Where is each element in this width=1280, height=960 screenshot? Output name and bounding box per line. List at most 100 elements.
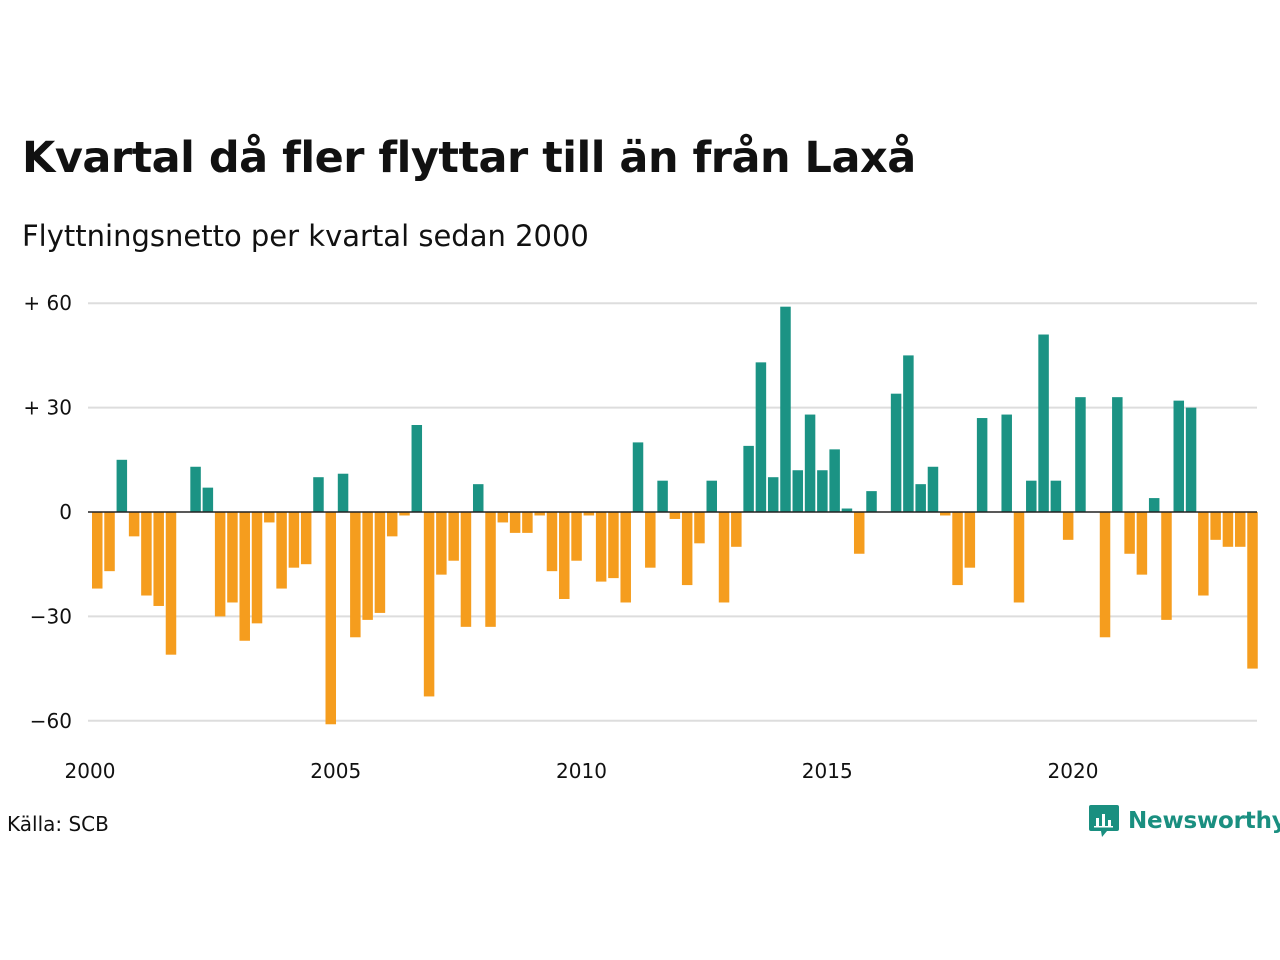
bar-2019-q3 — [1050, 480, 1062, 512]
bar-2003-q2 — [251, 512, 263, 624]
bar-2014-q3 — [804, 414, 816, 512]
bar-2012-q1 — [681, 512, 693, 586]
bar-2014-q2 — [792, 470, 804, 512]
bar-2014-q4 — [817, 470, 828, 512]
bar-2000-q1 — [92, 512, 103, 589]
bar-2009-q3 — [559, 512, 570, 599]
bar-2008-q1 — [485, 512, 496, 627]
bar-2008-q2 — [497, 512, 509, 523]
bar-2023-q1 — [1222, 512, 1234, 547]
bar-2011-q3 — [657, 480, 668, 512]
bar-2005-q3 — [362, 512, 373, 620]
bar-2015-q3 — [853, 512, 865, 554]
source-note: Källa: SCB — [7, 812, 109, 836]
bar-2008-q3 — [509, 512, 521, 533]
bar-2021-q2 — [1136, 512, 1148, 575]
bar-2019-q2 — [1038, 334, 1049, 512]
y-tick-label: 0 — [59, 500, 72, 524]
bar-2003-q1 — [239, 512, 250, 641]
bar-2015-q1 — [829, 449, 840, 512]
bar-2022-q4 — [1210, 512, 1221, 540]
x-tick-label: 2010 — [556, 759, 607, 783]
bar-2016-q4 — [915, 484, 926, 512]
bar-2008-q4 — [522, 512, 533, 533]
bar-2007-q3 — [460, 512, 472, 627]
bar-2020-q1 — [1075, 397, 1086, 512]
bar-2019-q1 — [1026, 480, 1037, 512]
bar-2003-q3 — [264, 512, 275, 523]
brand-logo[interactable]: Newsworthy — [1088, 803, 1280, 839]
x-tick-label: 2005 — [310, 759, 361, 783]
bar-2005-q4 — [374, 512, 386, 613]
bar-2022-q3 — [1198, 512, 1209, 596]
chart-title: Kvartal då fler flyttar till än från Lax… — [22, 133, 916, 183]
bar-2005-q2 — [350, 512, 361, 638]
bar-2006-q2 — [399, 512, 410, 516]
bar-2017-q2 — [940, 512, 951, 516]
bar-2010-q1 — [583, 512, 595, 516]
y-tick-label: + 60 — [23, 291, 72, 315]
bar-2004-q1 — [288, 512, 300, 568]
bar-2020-q3 — [1099, 512, 1111, 638]
x-tick-label: 2020 — [1048, 759, 1099, 783]
bar-2013-q4 — [767, 477, 779, 512]
bar-2013-q1 — [731, 512, 742, 547]
bar-2022-q2 — [1185, 407, 1197, 512]
bar-2004-q2 — [300, 512, 312, 565]
bar-2021-q3 — [1148, 498, 1160, 512]
bar-chart: + 60 + 30 0 −30 −60 2000 2005 2010 2015 2020 — [23, 291, 1258, 783]
bar-2007-q1 — [436, 512, 447, 575]
bar-2009-q4 — [571, 512, 582, 561]
bar-2023-q3 — [1247, 512, 1258, 669]
newsworthy-logo-icon — [1089, 805, 1119, 837]
bar-2000-q3 — [116, 459, 128, 512]
x-tick-label: 2000 — [65, 759, 116, 783]
y-tick-label: −60 — [30, 709, 72, 733]
bar-2012-q4 — [718, 512, 730, 603]
x-tick-label: 2015 — [802, 759, 853, 783]
y-tick-label: + 30 — [23, 396, 72, 420]
bars — [92, 306, 1258, 725]
bar-2002-q2 — [202, 487, 214, 512]
bar-2016-q3 — [903, 355, 914, 512]
bar-2004-q4 — [325, 512, 337, 725]
bar-2018-q3 — [1001, 414, 1012, 512]
bar-2002-q4 — [227, 512, 238, 603]
bar-2018-q1 — [976, 418, 988, 512]
bar-2011-q1 — [632, 442, 644, 512]
bar-2010-q3 — [608, 512, 619, 579]
bar-2009-q2 — [546, 512, 558, 572]
chart-subtitle: Flyttningsnetto per kvartal sedan 2000 — [22, 219, 589, 253]
bar-2011-q2 — [645, 512, 656, 568]
bar-2006-q4 — [423, 512, 435, 697]
bar-2003-q4 — [276, 512, 287, 589]
bar-2011-q4 — [669, 512, 681, 519]
bar-2015-q4 — [866, 491, 877, 512]
bar-2007-q4 — [472, 484, 484, 512]
bar-2005-q1 — [337, 473, 349, 512]
bar-2023-q2 — [1234, 512, 1246, 547]
bar-2018-q4 — [1013, 512, 1025, 603]
brand-name: Newsworthy — [1128, 808, 1280, 834]
bar-2012-q3 — [706, 480, 717, 512]
bar-2006-q3 — [411, 425, 423, 512]
bar-2017-q4 — [964, 512, 976, 568]
bar-2019-q4 — [1062, 512, 1074, 540]
bar-2002-q1 — [190, 466, 201, 512]
bar-2016-q2 — [890, 393, 902, 512]
bar-2021-q4 — [1161, 512, 1172, 620]
bar-2017-q1 — [927, 466, 939, 512]
bar-2014-q1 — [780, 306, 791, 512]
bar-2010-q4 — [620, 512, 631, 603]
bar-2001-q1 — [141, 512, 152, 596]
y-tick-label: −30 — [30, 604, 72, 628]
axes: + 60 + 30 0 −30 −60 2000 2005 2010 2015 2020 — [23, 291, 1257, 783]
bar-2000-q2 — [104, 512, 115, 572]
bar-2015-q2 — [841, 508, 853, 512]
bar-2013-q3 — [755, 362, 767, 512]
bar-2021-q1 — [1124, 512, 1135, 554]
bar-2006-q1 — [386, 512, 398, 537]
bar-2000-q4 — [128, 512, 140, 537]
bar-2009-q1 — [534, 512, 545, 516]
bar-2012-q2 — [694, 512, 705, 544]
